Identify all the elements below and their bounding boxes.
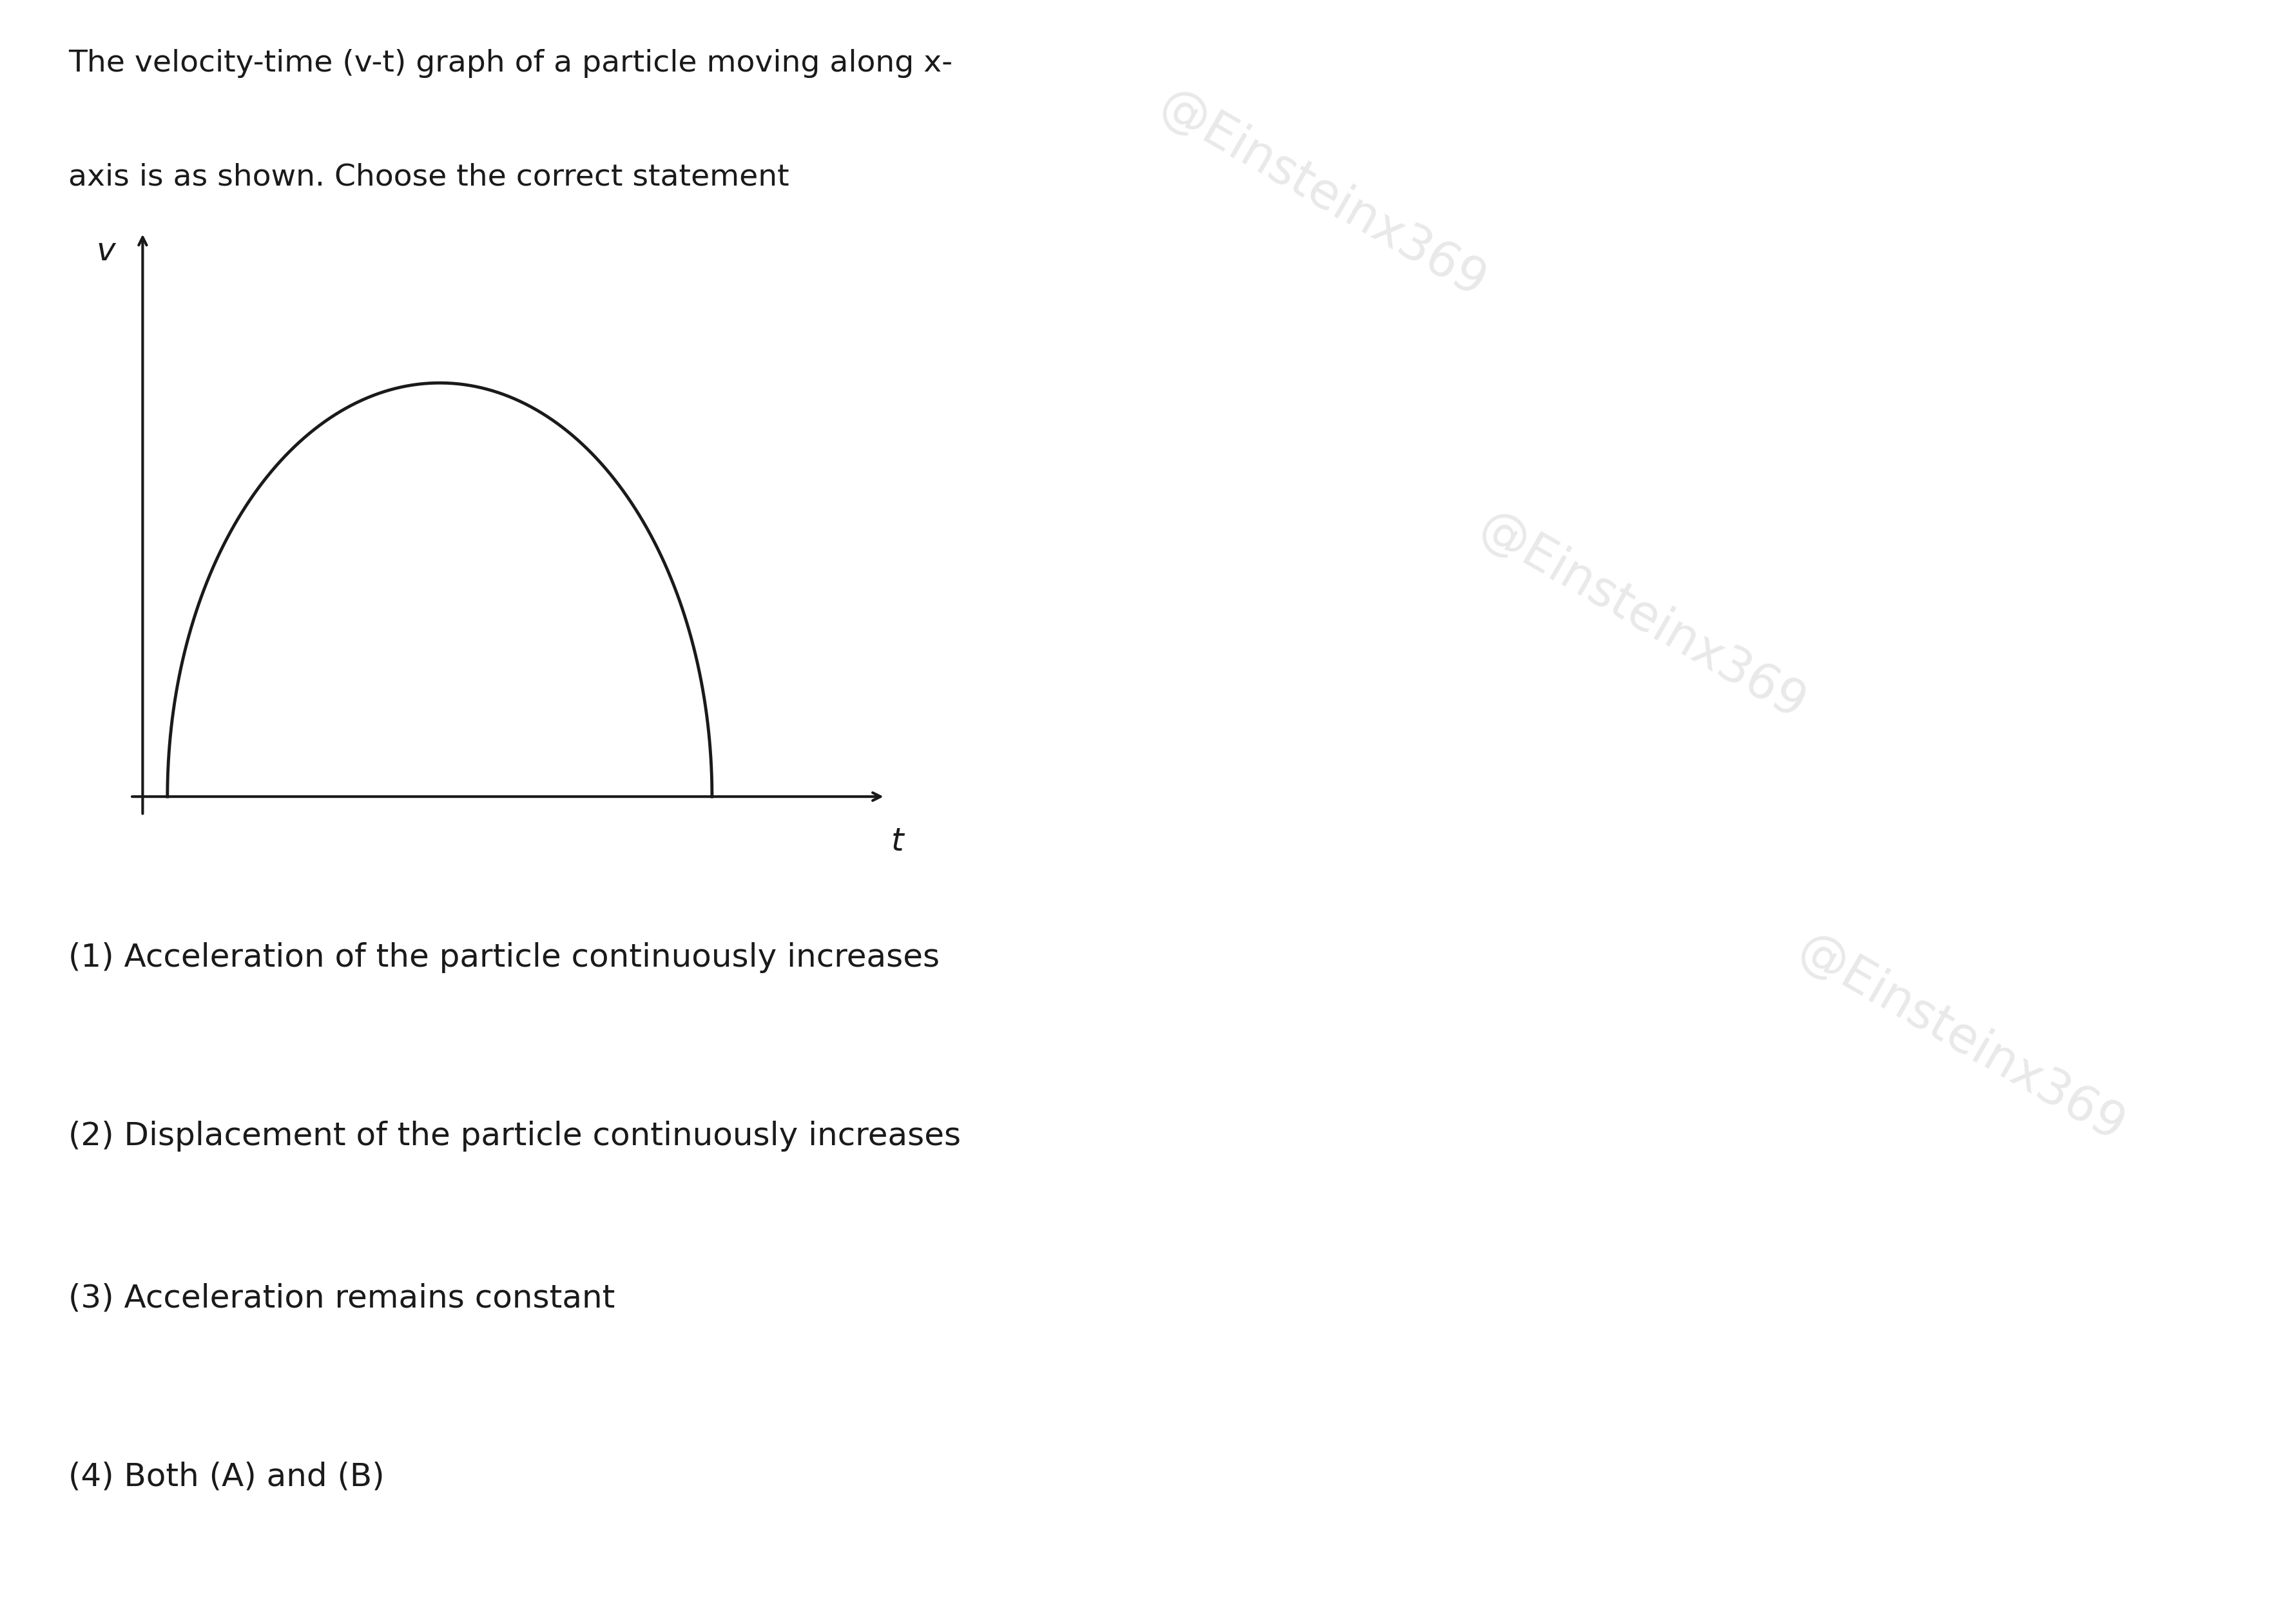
Text: @Einsteinx369: @Einsteinx369: [1790, 927, 2132, 1151]
Text: v: v: [96, 235, 114, 266]
Text: @Einsteinx369: @Einsteinx369: [1471, 505, 1813, 729]
Text: axis is as shown. Choose the correct statement: axis is as shown. Choose the correct sta…: [68, 162, 789, 192]
Text: (3) Acceleration remains constant: (3) Acceleration remains constant: [68, 1283, 616, 1314]
Text: t: t: [891, 827, 903, 857]
Text: @Einsteinx369: @Einsteinx369: [1151, 83, 1493, 307]
Text: (2) Displacement of the particle continuously increases: (2) Displacement of the particle continu…: [68, 1121, 960, 1151]
Text: (4) Both (A) and (B): (4) Both (A) and (B): [68, 1462, 385, 1492]
Text: The velocity-time (v-t) graph of a particle moving along x-: The velocity-time (v-t) graph of a parti…: [68, 49, 953, 78]
Text: (1) Acceleration of the particle continuously increases: (1) Acceleration of the particle continu…: [68, 942, 939, 973]
